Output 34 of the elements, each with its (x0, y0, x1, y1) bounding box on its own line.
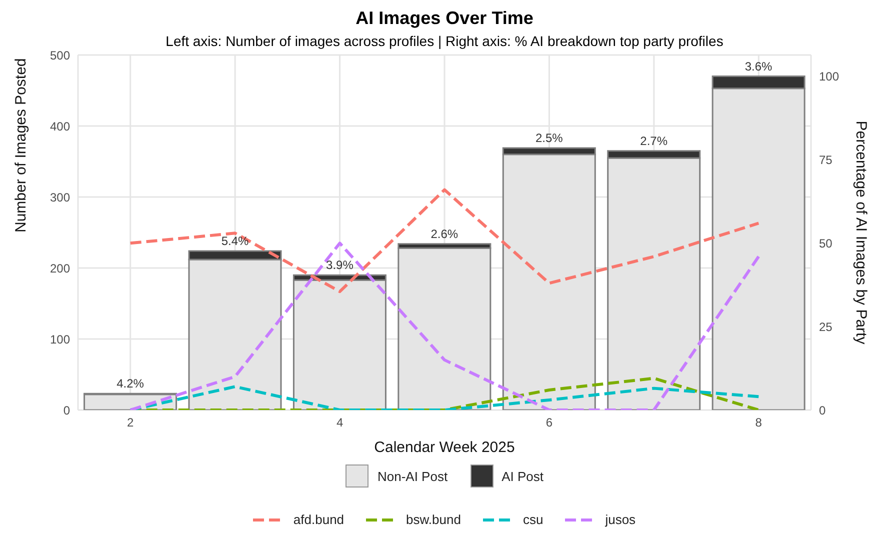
y2-tick-label: 25 (819, 320, 833, 334)
y-tick-label: 200 (50, 261, 70, 276)
chart-title: AI Images Over Time (354, 8, 534, 29)
y2-tick-label: 75 (819, 153, 833, 168)
x-tick-label: 4 (336, 416, 344, 430)
y2-tick-label: 0 (819, 403, 826, 418)
line-series (128, 188, 760, 294)
x-tick-label: 2 (127, 416, 134, 430)
annotation: 2.5% (535, 131, 564, 146)
annotation: 2.6% (430, 226, 458, 241)
x-tick-label: 6 (546, 416, 553, 430)
legend-label: jusos (605, 512, 636, 527)
y-tick-label: 400 (50, 119, 70, 134)
x-tick-label: 8 (755, 416, 762, 430)
y2-tick-label: 100 (819, 70, 840, 84)
y-tick-label: 500 (50, 48, 70, 62)
annotation: 3.6% (744, 59, 773, 74)
y-tick-label: 300 (50, 190, 70, 204)
annotation: 4.2% (116, 376, 144, 391)
y-tick-label: 100 (50, 332, 70, 346)
y-tick-label: 0 (63, 403, 70, 418)
annotation: 2.7% (640, 134, 668, 148)
x-axis-title: Calendar Week 2025 (374, 439, 515, 456)
y-axis-title: Number of Images Posted (12, 58, 30, 232)
legend-label: Non-AI Post (377, 468, 448, 484)
legend-label: afd.bund (293, 512, 344, 527)
legend-label: AI Post (502, 468, 544, 484)
annotation: 5.4% (221, 234, 249, 248)
chart-subtitle: Left axis: Number of images across profiles | Right axis: % AI breakdown top party profiles (164, 33, 724, 49)
legend-label: csu (522, 512, 544, 527)
annotation: 3.9% (326, 258, 354, 272)
y2-axis-title: Percentage of AI Images by Party (852, 120, 870, 345)
legend-label: bsw.bund (406, 512, 461, 527)
y2-tick-label: 50 (819, 236, 833, 250)
